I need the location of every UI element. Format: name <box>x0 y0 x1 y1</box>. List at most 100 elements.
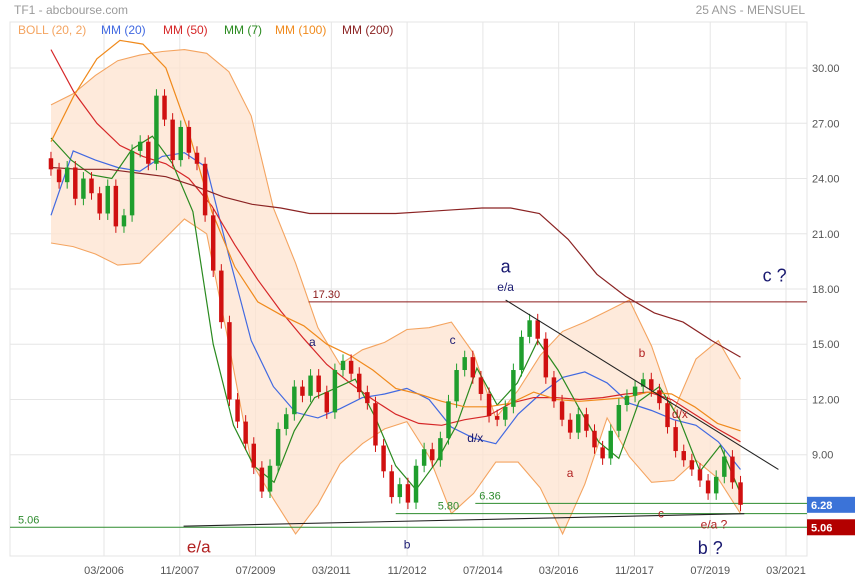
price-badges: 6.28 5.06 <box>807 496 855 536</box>
x-tick-label: 03/2006 <box>84 565 124 577</box>
price-bar <box>527 320 532 337</box>
price-bar <box>616 405 622 431</box>
y-tick-label: 30.00 <box>812 63 840 75</box>
price-bar <box>275 428 281 466</box>
wave-label: c <box>450 333 456 347</box>
price-bar <box>194 152 200 164</box>
price-bar <box>413 465 419 503</box>
wave-label: c ? <box>763 266 787 286</box>
price-bar <box>543 338 549 378</box>
price-badge-bg <box>807 496 855 513</box>
price-bar <box>592 430 597 448</box>
y-tick-label: 27.00 <box>812 118 840 130</box>
legend-item: MM (50) <box>163 23 208 37</box>
price-bar <box>705 480 711 494</box>
price-bar <box>105 185 110 214</box>
price-bar <box>624 395 630 406</box>
x-tick-label: 03/2011 <box>312 565 351 577</box>
price-bar <box>600 447 605 459</box>
wave-annotations: e/a a b c a e/a d/x a b c d/x e/a ? b ? c ? <box>187 256 787 558</box>
wave-label: a <box>501 256 512 276</box>
price-bar <box>649 379 654 391</box>
x-tick-label: 03/2021 <box>766 565 806 577</box>
wave-label: b ? <box>698 538 723 558</box>
bollinger-lower <box>50 218 741 536</box>
price-bar <box>154 95 159 164</box>
price-bar <box>113 185 119 227</box>
wave-label: a <box>567 466 574 480</box>
price-bar <box>665 403 670 428</box>
ma-line-7 <box>50 135 742 494</box>
price-bar <box>89 178 94 194</box>
y-tick-label: 24.00 <box>812 174 840 186</box>
price-bar <box>283 414 289 429</box>
level-label-17.30: 17.30 <box>313 289 341 301</box>
trend-lines <box>183 299 779 527</box>
price-badge-value: 6.28 <box>811 500 832 512</box>
price-bar <box>478 377 484 394</box>
price-bar <box>689 460 695 470</box>
price-bar <box>722 456 727 477</box>
price-bar <box>438 438 443 461</box>
price-bar <box>494 416 500 420</box>
price-bar <box>535 320 540 339</box>
x-tick-label: 11/2017 <box>615 565 654 577</box>
trendline-downtrend <box>505 299 779 470</box>
x-tick-label: 07/2019 <box>690 565 730 577</box>
price-bar <box>551 377 557 402</box>
price-bar <box>186 126 192 153</box>
x-tick-label: 07/2014 <box>463 565 503 577</box>
price-bar <box>324 392 330 413</box>
price-bar <box>251 443 257 468</box>
price-bar <box>308 375 313 396</box>
price-bar <box>332 370 338 413</box>
price-bar <box>267 465 273 492</box>
price-bar <box>202 163 208 216</box>
level-label-5.06: 5.06 <box>18 514 39 526</box>
ma-line-50 <box>50 49 741 443</box>
trendline-support <box>183 513 745 527</box>
symbol-title: TF1 - abcbourse.com <box>14 3 128 17</box>
price-bar <box>357 373 362 393</box>
price-bar <box>697 469 703 481</box>
price-bar <box>373 403 378 446</box>
wave-label: e/a ? <box>701 517 728 531</box>
price-bar <box>146 141 151 164</box>
price-bar <box>511 370 516 407</box>
legend-item: MM (100) <box>275 23 326 37</box>
price-bar <box>137 141 143 151</box>
horizontal-levels: 17.30 6.36 5.80 5.06 <box>10 289 807 528</box>
y-tick-label: 21.00 <box>812 229 840 241</box>
price-bar <box>640 379 646 387</box>
price-badge-value: 5.06 <box>811 522 832 534</box>
price-badge-bg <box>807 519 855 536</box>
legend-item: BOLL (20, 2) <box>18 23 86 37</box>
ma-line-200 <box>50 166 741 358</box>
price-bar <box>292 386 297 415</box>
wave-label: e/a <box>497 280 514 294</box>
legend-item: MM (20) <box>101 23 146 37</box>
x-tick-label: 07/2009 <box>236 565 276 577</box>
legend-item: MM (7) <box>224 23 262 37</box>
price-bar <box>219 270 224 323</box>
price-bar <box>381 445 386 472</box>
price-bar <box>608 430 613 459</box>
price-bar <box>300 386 305 396</box>
price-bar <box>673 427 678 452</box>
price-bar <box>657 390 662 404</box>
price-bar <box>235 399 240 422</box>
wave-label: d/x <box>672 407 688 421</box>
wave-label: c <box>658 506 664 520</box>
level-label-6.36: 6.36 <box>479 490 500 502</box>
price-bar <box>210 215 216 271</box>
wave-label: d/x <box>467 431 483 445</box>
price-bar <box>389 471 394 498</box>
price-bar <box>632 386 638 396</box>
x-tick-label: 11/2007 <box>160 565 199 577</box>
y-tick-label: 18.00 <box>812 284 840 296</box>
price-bar <box>462 357 467 371</box>
price-bar <box>567 419 573 433</box>
price-bar <box>162 95 167 120</box>
price-bar <box>405 484 411 503</box>
